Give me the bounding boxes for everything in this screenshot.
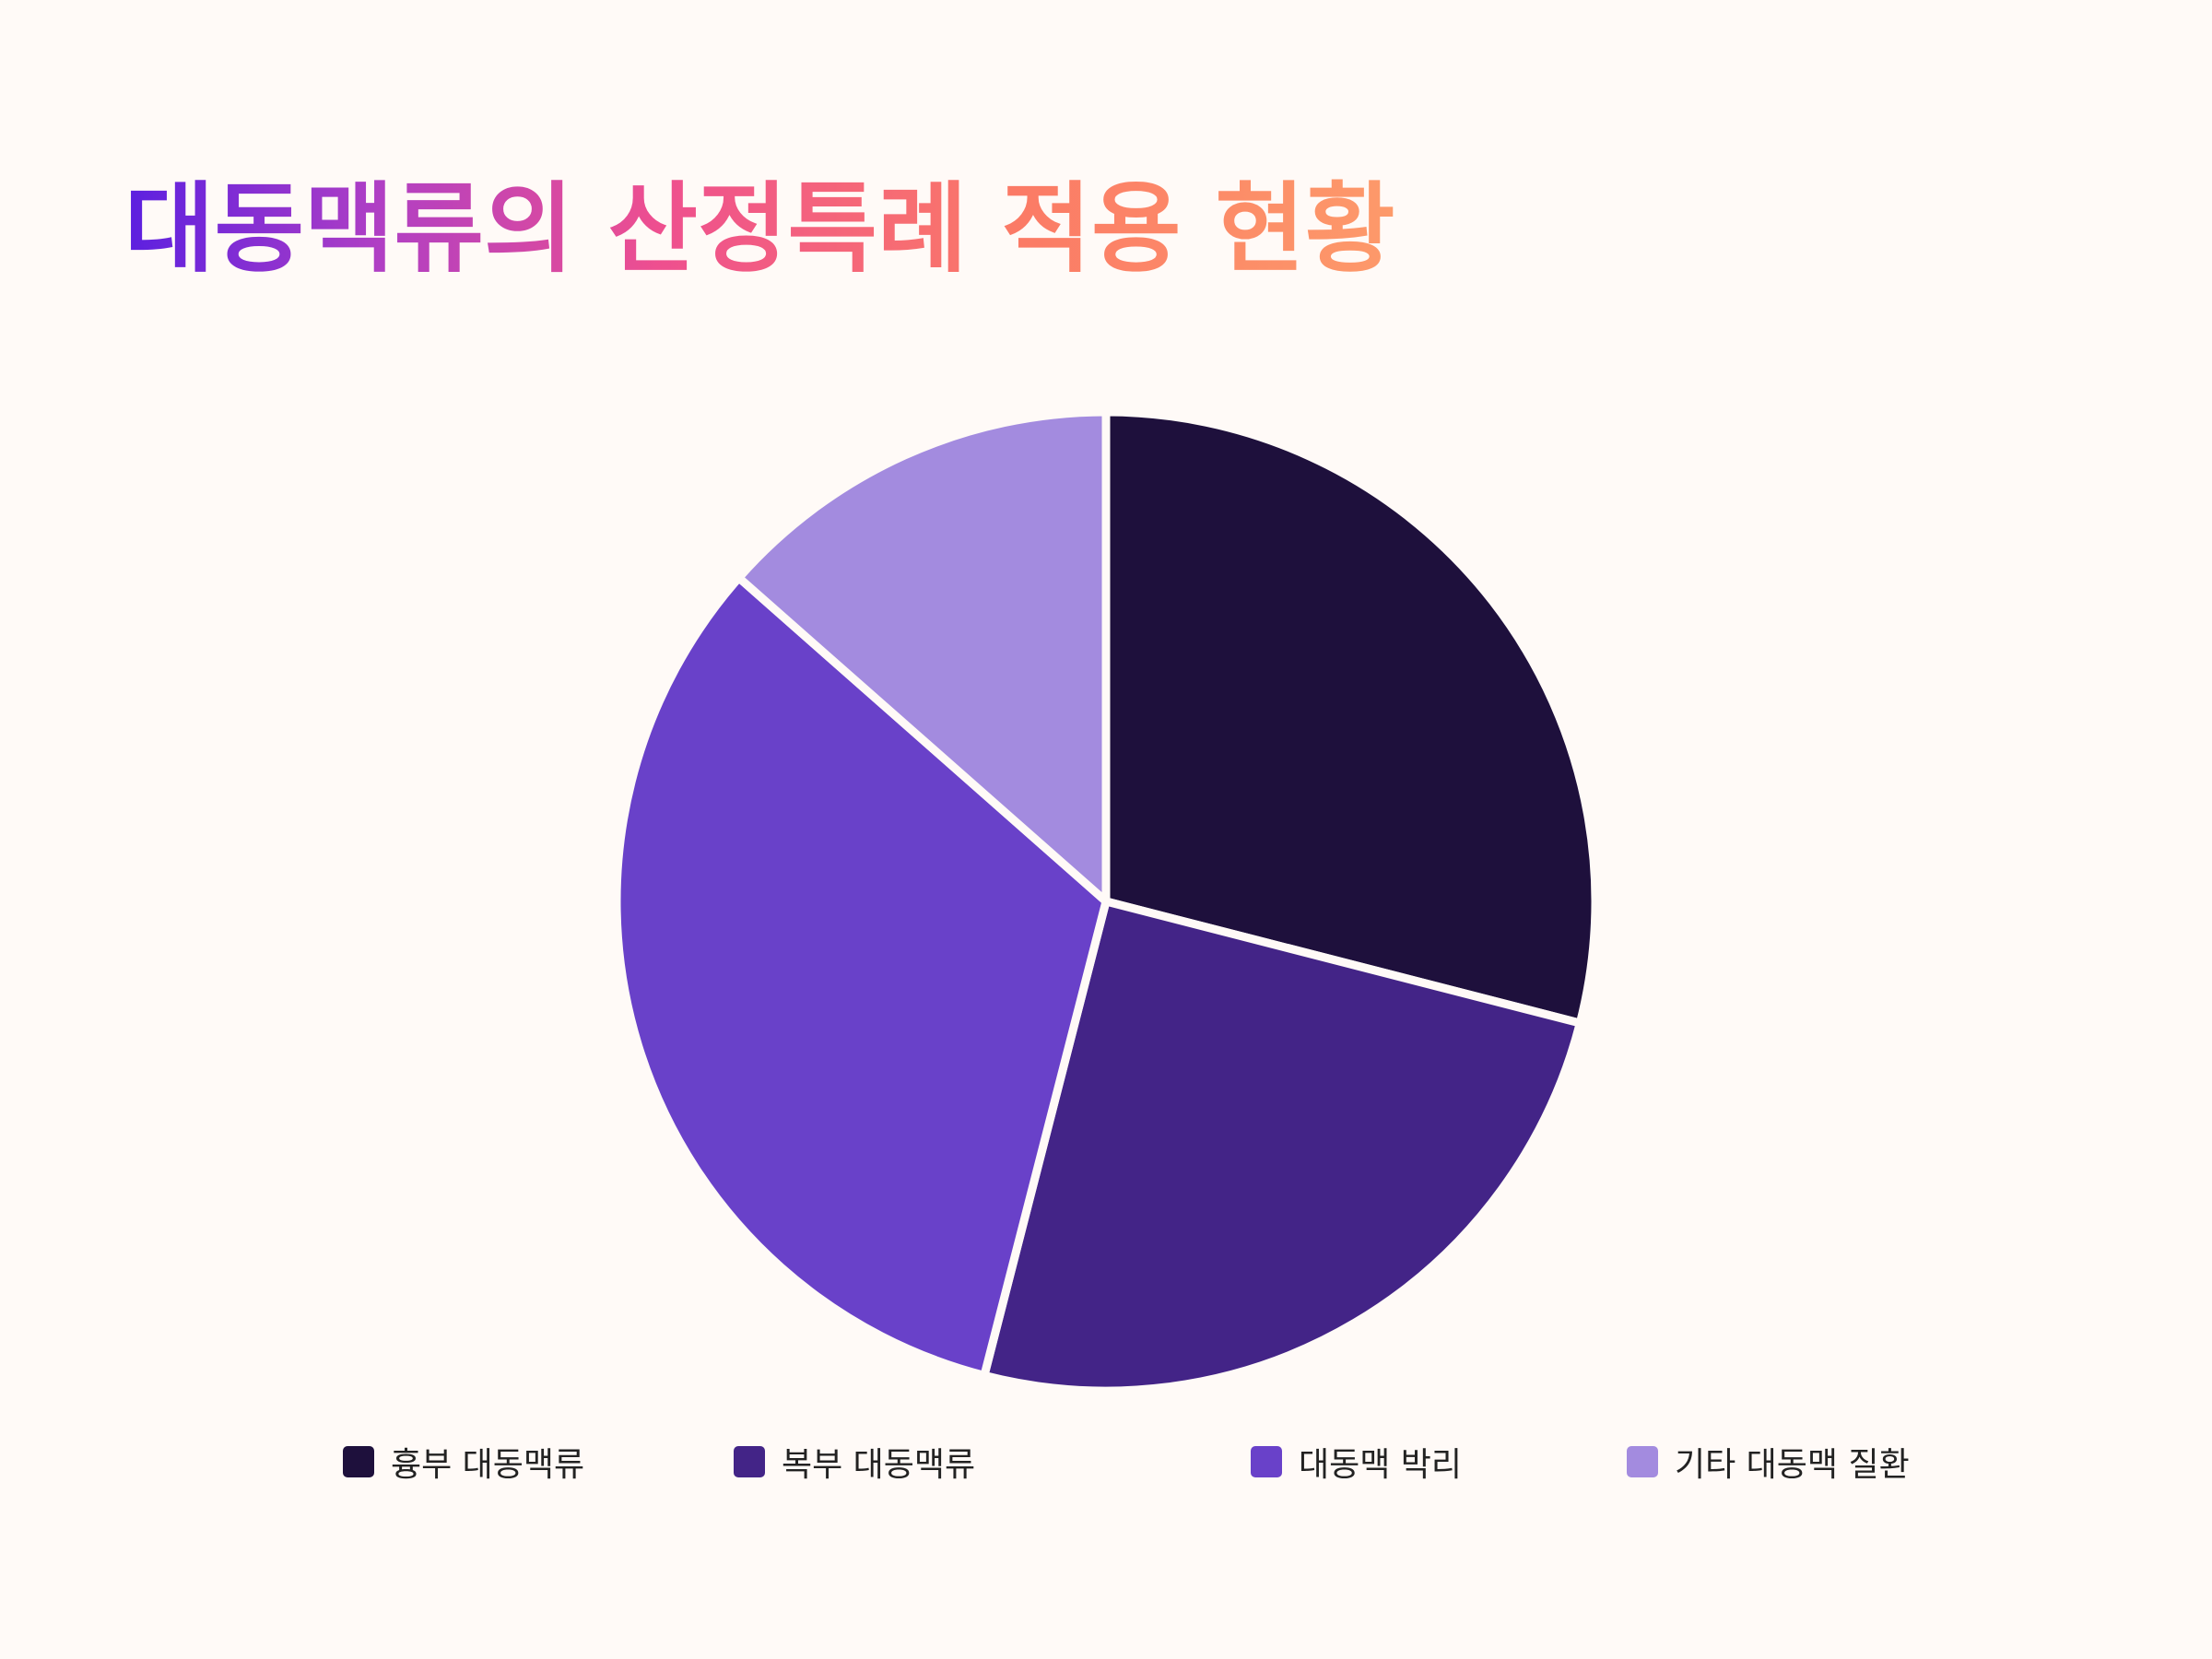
chart-title: 대동맥류의 산정특례 적용 현황 xyxy=(124,172,1395,286)
legend-swatch-dissection xyxy=(1251,1446,1282,1477)
legend-label-abdominal: 복부 대동맥류 xyxy=(782,1446,976,1484)
pie-slice-abdominal xyxy=(980,897,1584,1395)
legend-label-thoracic: 흉부 대동맥류 xyxy=(391,1446,585,1484)
legend-item-other: 기타 대동맥 질환 xyxy=(1627,1438,1910,1486)
pie-slice-thoracic xyxy=(1101,407,1600,1028)
pie-slice-dissection xyxy=(612,573,1111,1380)
legend-label-dissection: 대동맥 박리 xyxy=(1299,1446,1463,1484)
legend-item-abdominal: 복부 대동맥류 xyxy=(734,1438,975,1486)
legend-swatch-other xyxy=(1627,1446,1658,1477)
legend-swatch-thoracic xyxy=(343,1446,374,1477)
legend-label-other: 기타 대동맥 질환 xyxy=(1675,1446,1910,1484)
pie-slice-other xyxy=(735,407,1111,906)
legend-swatch-abdominal xyxy=(734,1446,765,1477)
legend: 흉부 대동맥류 복부 대동맥류 대동맥 박리 기타 대동맥 질환 xyxy=(0,1438,2212,1484)
legend-item-dissection: 대동맥 박리 xyxy=(1251,1438,1462,1486)
legend-item-thoracic: 흉부 대동맥류 xyxy=(343,1438,584,1486)
